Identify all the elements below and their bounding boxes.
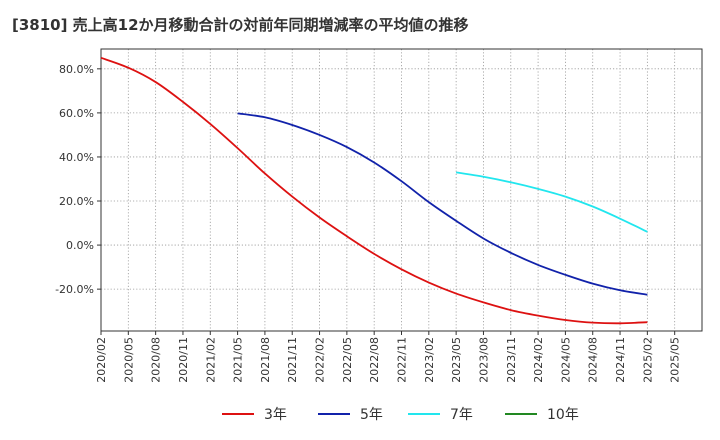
legend-label: 5年 xyxy=(360,407,383,423)
x-tick-label: 2022/02 xyxy=(314,337,327,383)
x-tick-label: 2023/11 xyxy=(505,337,518,383)
x-tick-label: 2020/11 xyxy=(177,337,190,383)
legend-label: 3年 xyxy=(264,407,287,423)
series-line xyxy=(100,56,648,325)
x-tick-label: 2022/08 xyxy=(368,337,381,383)
series-layer xyxy=(100,56,648,325)
x-tick-label: 2025/05 xyxy=(669,337,682,383)
x-tick-label: 2023/08 xyxy=(477,337,490,383)
x-tick-label: 2020/08 xyxy=(150,337,163,383)
chart-title: [3810] 売上高12か月移動合計の対前年同期増減率の平均値の推移 xyxy=(12,16,469,34)
y-tick-label: 60.0% xyxy=(59,107,94,120)
x-tick-label: 2023/02 xyxy=(423,337,436,383)
x-tick-label: 2022/11 xyxy=(396,337,409,383)
y-tick-label: 80.0% xyxy=(59,63,94,76)
series-line xyxy=(455,171,648,233)
x-tick-label: 2025/02 xyxy=(641,337,654,383)
x-tick-label: 2023/05 xyxy=(450,337,463,383)
legend-label: 7年 xyxy=(450,407,473,423)
axis-layer: 80.0% 60.0% 40.0% 20.0% 0.0% -20.0% 2020/02 202… xyxy=(55,48,703,383)
grid-layer xyxy=(101,49,702,331)
legend: 3年 5年 7年 10年 xyxy=(222,407,579,423)
x-tick-label: 2024/08 xyxy=(587,337,600,383)
series-line xyxy=(237,112,648,296)
x-tick-label: 2020/05 xyxy=(122,337,135,383)
x-tick-label: 2021/05 xyxy=(232,337,245,383)
x-tick-label: 2024/02 xyxy=(532,337,545,383)
x-tick-label: 2022/05 xyxy=(341,337,354,383)
x-tick-label: 2021/08 xyxy=(259,337,272,383)
y-tick-label: -20.0% xyxy=(55,283,94,296)
legend-label: 10年 xyxy=(547,407,579,423)
x-tick-label: 2021/11 xyxy=(286,337,299,383)
y-tick-label: 0.0% xyxy=(66,239,94,252)
x-tick-label: 2020/02 xyxy=(95,337,108,383)
x-tick-label: 2024/11 xyxy=(614,337,627,383)
x-tick-label: 2024/05 xyxy=(559,337,572,383)
x-tick-label: 2021/02 xyxy=(204,337,217,383)
y-tick-label: 40.0% xyxy=(59,151,94,164)
y-tick-label: 20.0% xyxy=(59,195,94,208)
